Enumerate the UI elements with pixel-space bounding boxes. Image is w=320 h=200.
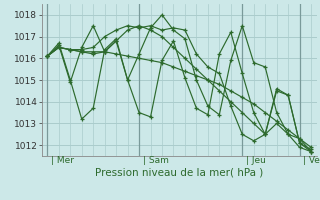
Text: | Mer: | Mer — [51, 156, 74, 165]
X-axis label: Pression niveau de la mer( hPa ): Pression niveau de la mer( hPa ) — [95, 167, 263, 177]
Text: | Ven: | Ven — [303, 156, 320, 165]
Text: | Jeu: | Jeu — [246, 156, 266, 165]
Text: | Sam: | Sam — [142, 156, 168, 165]
